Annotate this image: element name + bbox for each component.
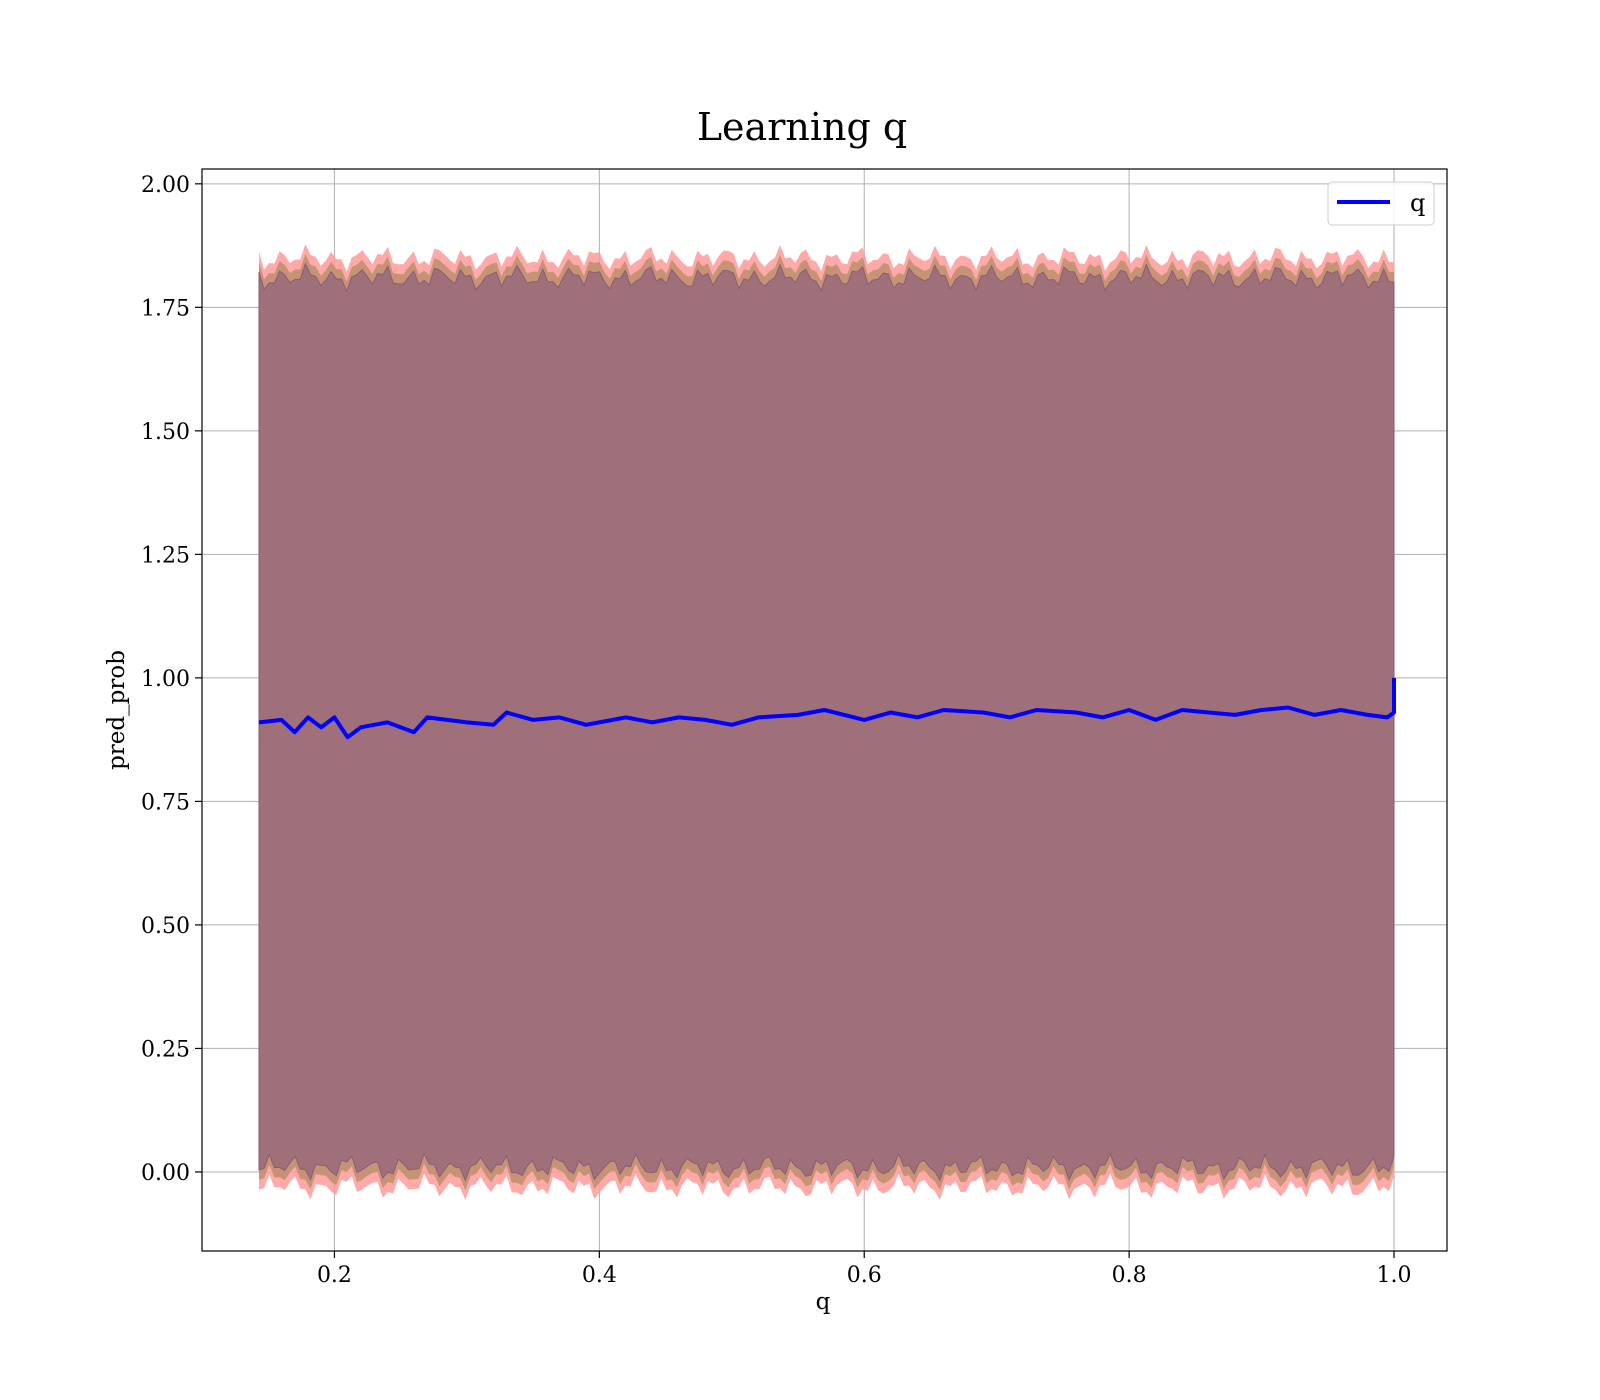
inner-band bbox=[258, 262, 1395, 1182]
y-tick-label: 1.25 bbox=[141, 543, 190, 568]
legend-label-q: q bbox=[1410, 189, 1425, 217]
y-axis-label: pred_prob bbox=[104, 650, 130, 770]
series-lines bbox=[258, 677, 1396, 740]
x-axis-label: q bbox=[816, 1289, 831, 1315]
chart-title: Learning q bbox=[697, 105, 907, 149]
y-tick-label: 1.75 bbox=[141, 296, 190, 321]
x-tick-label: 0.8 bbox=[1112, 1263, 1147, 1288]
x-tick-label: 0.6 bbox=[847, 1263, 882, 1288]
y-tick-label: 2.00 bbox=[141, 173, 190, 198]
y-tick-label: 0.00 bbox=[141, 1161, 190, 1186]
legend: q bbox=[1327, 181, 1435, 226]
y-tick-label: 0.75 bbox=[141, 790, 190, 815]
axis-ticks: 0.2 0.4 0.6 0.8 1.0 0.00 0.25 0.50 0.75 1.00 1.25 1… bbox=[141, 173, 1412, 1288]
y-tick-label: 1.50 bbox=[141, 420, 190, 445]
x-tick-label: 1.0 bbox=[1377, 1263, 1412, 1288]
x-tick-label: 0.2 bbox=[317, 1263, 352, 1288]
y-tick-label: 1.00 bbox=[141, 667, 190, 692]
y-tick-label: 0.25 bbox=[141, 1037, 190, 1062]
series-line-q bbox=[258, 677, 1396, 740]
y-tick-label: 0.50 bbox=[141, 914, 190, 939]
uncertainty-bands bbox=[258, 244, 1395, 1201]
x-tick-label: 0.4 bbox=[582, 1263, 617, 1288]
plot-area-frame bbox=[201, 168, 1448, 1252]
